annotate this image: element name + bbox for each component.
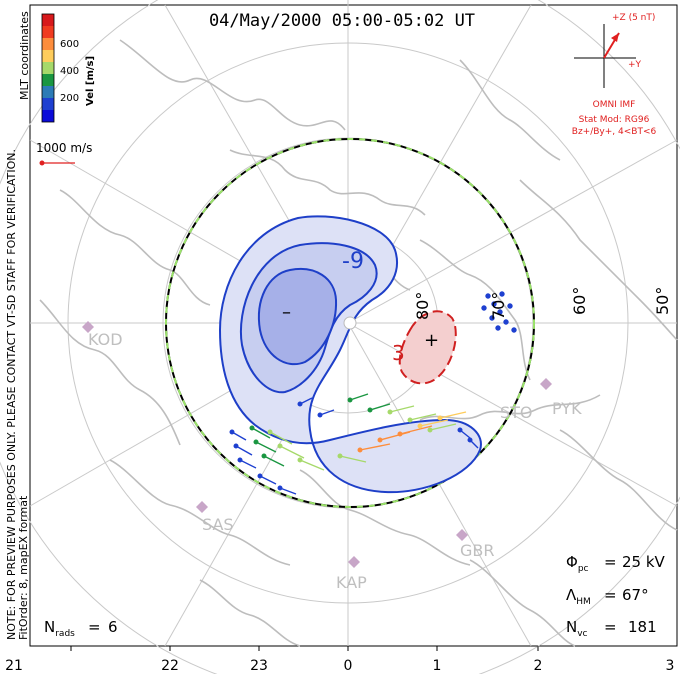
stat-nvc-sub: vc (577, 629, 587, 639)
mlt-tick-3: 3 (666, 658, 675, 674)
scale-vector (39, 160, 75, 166)
pole-marker (343, 316, 357, 330)
colorbar-tick-400: 400 (60, 66, 79, 77)
latitude-label-80: 80° (413, 292, 432, 320)
svg-text:=: = (604, 553, 617, 571)
stat-nvc-symbol: N (566, 618, 577, 636)
positive-cell-max-symbol: + (424, 330, 439, 351)
mlt-tick-23: 23 (250, 658, 268, 674)
verification-note: NOTE: FOR PREVIEW PURPOSES ONLY. PLEASE … (5, 149, 18, 640)
station-marker-kap (348, 556, 360, 568)
station-marker-sas (196, 501, 208, 513)
stat-lambda-hm: ΛHM = 67° (566, 586, 649, 607)
station-label-gbr: GBR (460, 541, 495, 560)
mlt-axis (70, 646, 539, 651)
svg-text:Nrads: Nrads (44, 618, 75, 639)
station-marker-kod (82, 321, 94, 333)
station-label-kap: KAP (336, 573, 367, 592)
stat-lambda-sub: HM (576, 597, 591, 607)
radar-stations (82, 321, 552, 568)
latitude-label-50: 50° (653, 287, 672, 315)
svg-text:ΛHM: ΛHM (566, 586, 591, 607)
velocity-vectors (229, 291, 517, 495)
hm-boundary-dash (165, 138, 535, 508)
imf-condition: Bz+/By+, 4<BT<6 (572, 127, 657, 137)
latitude-label-70: 70° (489, 292, 508, 320)
imf-source: OMNI IMF (593, 100, 636, 110)
positive-cell (398, 310, 457, 385)
station-label-sas: SAS (202, 515, 234, 534)
coordinates-label: MLT coordinates (18, 11, 31, 100)
negative-cell-inner (258, 267, 338, 366)
stat-phi-pc: Φpc = 25 kV (566, 553, 666, 574)
stat-nrads-symbol: N (44, 618, 55, 636)
stat-nrads-sub: rads (55, 629, 75, 639)
positive-contour-label: 3 (392, 341, 405, 365)
colorbar-unit-label: Vel [m/s] (85, 56, 96, 106)
imf-dial (574, 24, 636, 88)
stat-lambda-symbol: Λ (566, 586, 577, 604)
plot-frame (29, 4, 678, 647)
station-label-pyk: PYK (552, 399, 582, 418)
fit-order-note: FitOrder: 8, mapEX format (17, 495, 30, 640)
colorbar-tick-600: 600 (60, 39, 79, 50)
velocity-colorbar (41, 13, 55, 123)
map-title: 04/May/2000 05:00-05:02 UT (209, 11, 475, 31)
station-marker-gbr (456, 529, 468, 541)
mlt-tick-1: 1 (433, 658, 442, 674)
svg-text:Φpc: Φpc (566, 553, 589, 574)
stat-phi-symbol: Φ (566, 553, 578, 571)
mlt-tick-21: 21 (5, 658, 23, 674)
stat-nvc-value: 181 (628, 618, 657, 636)
svg-text:=: = (604, 586, 617, 604)
negative-cell-min-symbol: – (282, 302, 291, 323)
stat-phi-value: 25 kV (622, 553, 666, 571)
stat-phi-sub: pc (578, 564, 589, 574)
imf-vector-head (611, 33, 619, 42)
stat-lambda-value: 67° (622, 586, 649, 604)
station-marker-sto (540, 378, 552, 390)
stat-nrads-value: 6 (108, 618, 118, 636)
scale-vector-label: 1000 m/s (36, 141, 92, 155)
stat-n-vc: Nvc = 181 (566, 618, 657, 639)
station-label-kod: KOD (88, 330, 123, 349)
mlt-tick-0: 0 (344, 658, 353, 674)
station-label-sto: STO (500, 403, 533, 422)
imf-stat-mod: Stat Mod: RG96 (579, 115, 650, 125)
mlt-tick-2: 2 (534, 658, 543, 674)
svg-text:Nvc: Nvc (566, 618, 588, 639)
imf-y-label: +Y (628, 60, 642, 70)
latitude-label-60: 60° (570, 287, 589, 315)
imf-z-label: +Z (5 nT) (612, 13, 655, 23)
mlt-tick-22: 22 (161, 658, 179, 674)
colorbar-tick-200: 200 (60, 93, 79, 104)
svg-text:=: = (604, 618, 617, 636)
stat-n-rads: Nrads = 6 (44, 618, 118, 639)
svg-text:=: = (88, 618, 101, 636)
negative-contour-label: -9 (342, 249, 364, 274)
